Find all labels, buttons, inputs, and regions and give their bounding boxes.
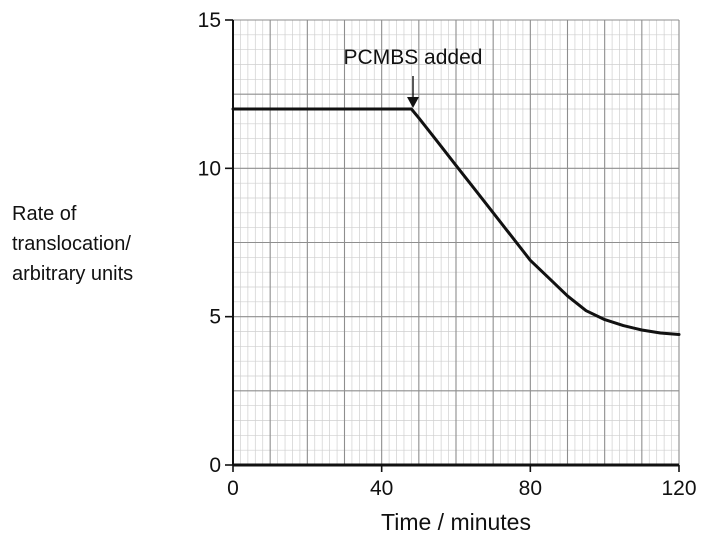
y-axis-label-line-3: arbitrary units <box>12 263 133 285</box>
y-tick-label: 15 <box>198 9 221 32</box>
tick-labels: 0 5 10 15 0 40 80 120 <box>198 9 697 500</box>
annotation: PCMBS added <box>344 46 483 108</box>
x-tick-label: 0 <box>227 477 239 500</box>
y-tick-label: 0 <box>209 454 221 477</box>
annotation-arrowhead <box>407 97 419 108</box>
y-axis-label-line-1: Rate of <box>12 203 77 225</box>
y-tick-label: 10 <box>198 157 221 180</box>
series-line <box>231 107 681 336</box>
annotation-label: PCMBS added <box>344 46 483 69</box>
x-axis-label: Time / minutes <box>381 509 531 535</box>
x-tick-label: 80 <box>519 477 542 500</box>
series <box>231 107 681 336</box>
axes <box>232 20 679 467</box>
y-tick-label: 5 <box>209 306 221 329</box>
x-tick-label: 120 <box>661 477 696 500</box>
y-axis-label: Rate of translocation/ arbitrary units <box>12 203 133 285</box>
y-axis-label-line-2: translocation/ <box>12 233 131 255</box>
x-tick-label: 40 <box>370 477 393 500</box>
